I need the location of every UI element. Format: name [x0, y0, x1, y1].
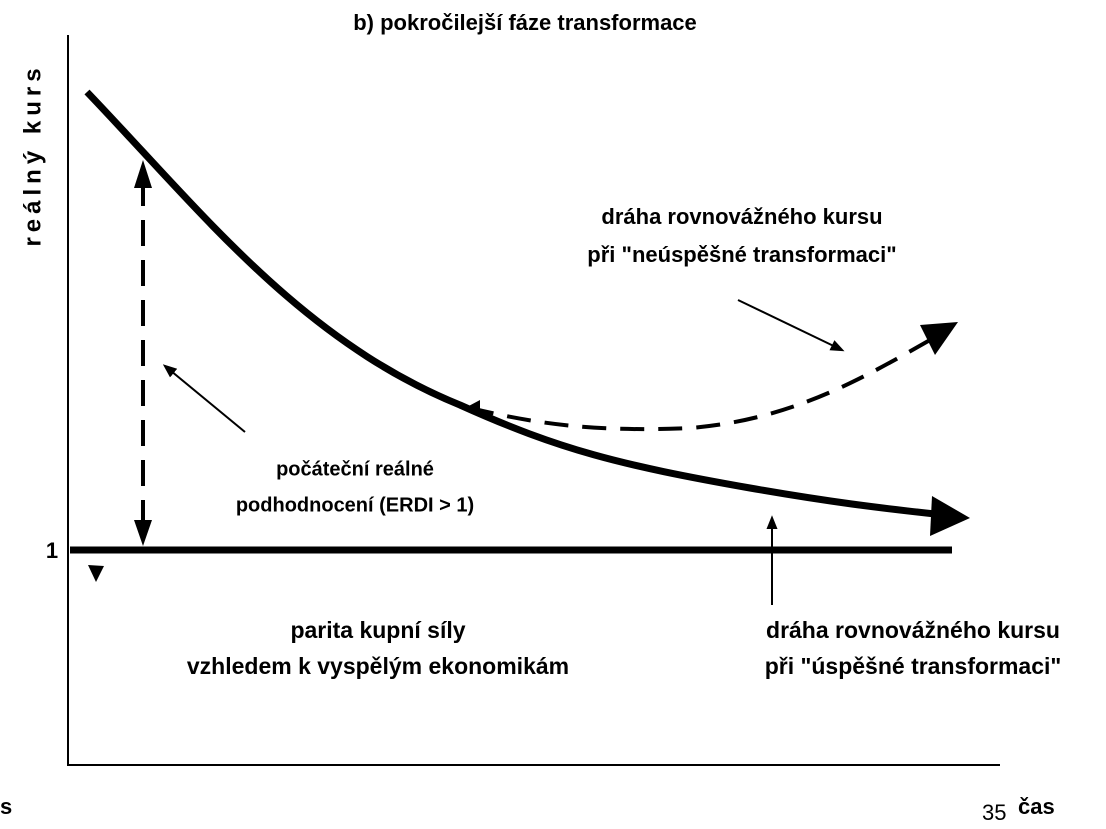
- annotation: podhodnocení (ERDI > 1): [236, 494, 474, 516]
- pointer: [737, 299, 845, 352]
- x-axis-label: čas: [1018, 794, 1055, 819]
- arrow-head: [930, 496, 970, 536]
- arrow-head: [465, 400, 480, 415]
- annotation: dráha rovnovážného kursu: [766, 617, 1060, 643]
- annotation: při "neúspěšné transformaci": [587, 242, 896, 267]
- failure-curve: [469, 338, 931, 432]
- arrow-head: [134, 160, 152, 188]
- annotation: při "úspěšné transformaci": [765, 653, 1062, 679]
- text-fragment: s: [0, 794, 12, 819]
- page-number: 35: [982, 800, 1006, 825]
- marker: [88, 565, 104, 582]
- annotation: počáteční reálné: [276, 458, 434, 480]
- title: b) pokročilejší fáze transformace: [353, 10, 697, 35]
- pointer: [162, 364, 246, 433]
- arrow-head: [134, 520, 152, 546]
- arrow-head: [920, 322, 958, 355]
- annotation: parita kupní síly: [290, 617, 465, 643]
- success-curve: [84, 89, 936, 518]
- annotation: dráha rovnovážného kursu: [601, 204, 882, 229]
- annotation: vzhledem k vyspělým ekonomikám: [187, 653, 569, 679]
- y-axis-label: reálný kurs: [19, 63, 46, 246]
- baseline-label: 1: [46, 538, 58, 563]
